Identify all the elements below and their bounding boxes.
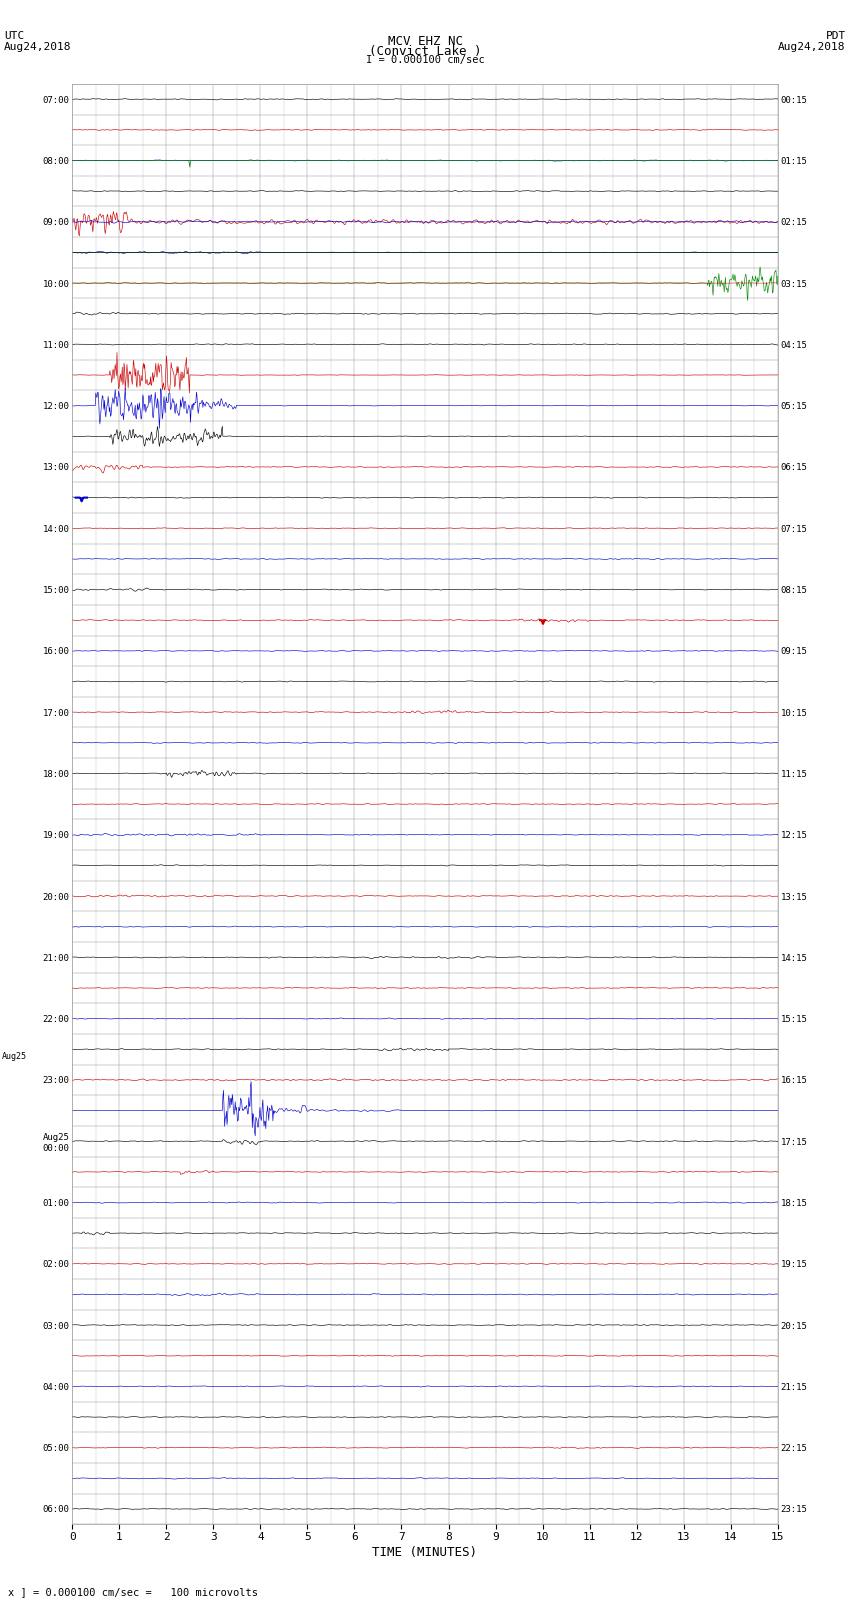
Text: (Convict Lake ): (Convict Lake ) — [369, 45, 481, 58]
Text: Aug24,2018: Aug24,2018 — [4, 42, 71, 52]
Text: Aug25: Aug25 — [2, 1052, 26, 1061]
X-axis label: TIME (MINUTES): TIME (MINUTES) — [372, 1547, 478, 1560]
Text: Aug24,2018: Aug24,2018 — [779, 42, 846, 52]
Text: UTC: UTC — [4, 31, 25, 40]
Text: MCV EHZ NC: MCV EHZ NC — [388, 35, 462, 48]
Text: PDT: PDT — [825, 31, 846, 40]
Text: I = 0.000100 cm/sec: I = 0.000100 cm/sec — [366, 55, 484, 65]
Text: x ] = 0.000100 cm/sec =   100 microvolts: x ] = 0.000100 cm/sec = 100 microvolts — [8, 1587, 258, 1597]
